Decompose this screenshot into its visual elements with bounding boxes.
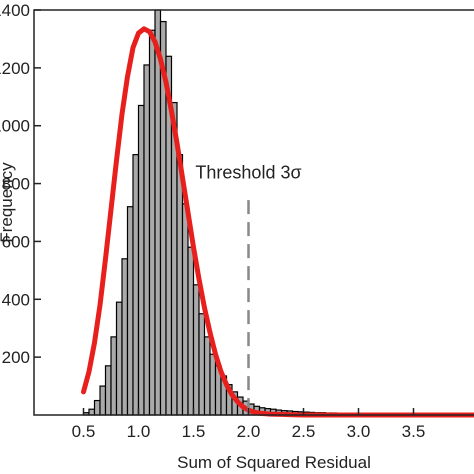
y-axis-label: Frequency [0,162,16,243]
histogram-bar [143,64,151,416]
histogram-bar [198,313,206,416]
x-tick-label: 0.5 [72,422,96,441]
x-tick-label: 2.0 [237,422,261,441]
histogram-bar [154,9,162,416]
y-tick-label: 1000 [0,117,30,136]
y-tick-label: 200 [2,348,30,367]
y-tick-label: 1400 [0,1,30,20]
plot-frame [33,9,474,416]
histogram-bar [192,284,200,416]
histogram-bar [176,154,184,416]
x-tick-label: 3.0 [347,422,371,441]
histogram-bar [88,408,96,416]
histogram-bar [93,399,101,416]
histogram-bar [148,29,156,416]
histogram-bar [99,385,107,416]
histogram-bars [82,9,470,416]
histogram-bar [115,301,123,416]
histogram-bar [126,206,134,416]
x-tick-label: 1.5 [182,422,206,441]
x-tick-label: 1.0 [127,422,151,441]
y-axis-ticks: 200 400 600 800 1000 1200 1400 [0,1,41,367]
x-tick-label: 3.5 [402,422,426,441]
y-tick-label: 400 [2,290,30,309]
histogram-bar [110,336,118,416]
y-tick-label: 800 [2,175,30,194]
histogram-bar [209,353,217,416]
histogram-bar [104,365,112,416]
histogram-bar [203,336,211,416]
threshold-label: Threshold 3σ [195,162,301,182]
fit-curve-line [81,26,474,418]
x-axis-label: Sum of Squared Residual [177,453,371,472]
histogram-bar [132,154,140,416]
histogram-bar [121,258,129,416]
x-tick-label: 2.5 [292,422,316,441]
histogram-bar [181,203,189,416]
y-tick-label: 600 [2,232,30,251]
y-tick-label: 1200 [0,59,30,78]
histogram-bar [187,246,195,416]
histogram-bar [137,104,145,416]
x-axis-ticks: 0.5 1.0 1.5 2.0 2.5 3.0 3.5 [72,408,426,441]
